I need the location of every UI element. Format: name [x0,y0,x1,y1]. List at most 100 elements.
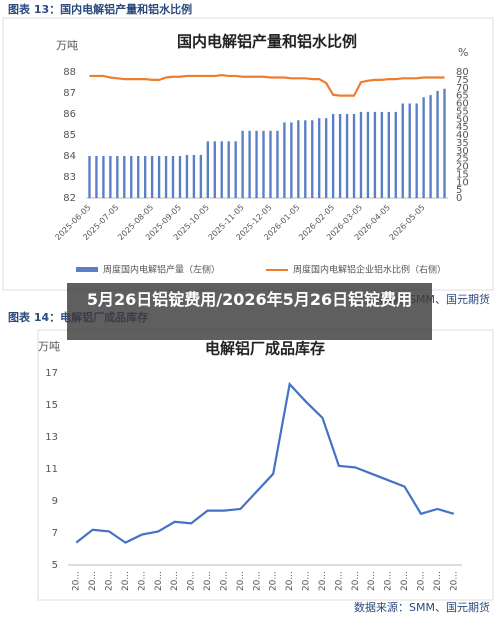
y2-tick-label: 50 [456,114,469,125]
bar [241,130,244,198]
x-tick-label: 20... [121,571,131,591]
y2-tick-label: 75 [456,75,469,86]
legend-label: 周度国内电解铝产量（左侧） [103,264,220,276]
bar [88,156,91,198]
bar [206,141,210,198]
legend-swatch [76,267,98,272]
bar [373,111,377,198]
bar [171,156,175,198]
y2-tick-label: 80 [456,67,469,78]
y-tick-label: 7 [52,528,58,539]
y-tick-label: 86 [63,109,76,120]
y-tick-label: 11 [45,464,58,475]
bar [366,111,370,198]
bar [164,156,168,198]
bar [297,120,300,198]
source: 数据来源：SMM、国元期货 [354,600,490,614]
bar [255,130,258,198]
bar [199,154,203,198]
y2-tick-label: 40 [456,130,469,141]
bar [220,141,223,198]
bar [157,156,161,198]
bar [185,154,189,198]
legend-label: 周度国内电解铝企业铝水比例（右侧） [293,264,446,276]
y2-tick-label: 55 [456,106,469,117]
bar [109,156,112,198]
x-tick-label: 20... [269,571,279,591]
x-tick-label: 2026-05-05 [388,203,427,242]
bar [150,156,154,198]
line [89,74,445,97]
x-tick-label: 20... [302,571,312,591]
y2-tick-label: 70 [456,83,469,94]
y2-axis-label: % [458,46,468,59]
bar [311,120,314,198]
bar [102,156,105,198]
bar [408,103,411,198]
x-tick-label: 20... [203,571,213,591]
bar [143,156,147,198]
y-tick-label: 5 [52,560,58,571]
x-tick-label: 20... [285,571,295,591]
caption: 图表 13：国内电解铝产量和铝水比例 [8,2,192,16]
bar [318,118,321,198]
y2-tick-label: 5 [456,185,462,196]
bar [352,114,356,198]
x-tick-label: 20... [367,571,377,591]
y2-tick-label: 65 [456,91,469,102]
y-tick-label: 82 [63,193,76,204]
bar [394,111,397,198]
y-tick-label: 85 [63,130,76,141]
x-tick-label: 20... [219,571,229,591]
y2-tick-label: 15 [456,169,469,180]
bar [304,120,307,198]
x-tick-label: 20... [252,571,262,591]
x-tick-label: 20... [170,571,180,591]
bar [137,156,140,198]
y2-tick-label: 10 [456,177,469,188]
x-tick-label: 20... [236,571,246,591]
y-axis-label: 万吨 [56,39,78,52]
bar [429,95,432,198]
x-tick-label: 20... [318,571,328,591]
y-tick-label: 84 [63,151,76,162]
y-tick-label: 88 [63,67,76,78]
bar [338,114,342,198]
bar [443,88,446,198]
y-tick-label: 87 [63,88,76,99]
bar [359,111,363,198]
bar [387,111,391,198]
x-tick-label: 20... [433,571,443,591]
x-tick-label: 20... [416,571,426,591]
bar [269,130,272,198]
x-tick-label: 20... [384,571,394,591]
bar [380,111,384,198]
bar [283,122,286,198]
y-axis-label: 万吨 [38,340,60,353]
y-tick-label: 17 [45,368,58,379]
bar [192,154,196,198]
x-tick-label: 20... [154,571,164,591]
bar [234,141,237,198]
x-tick-label: 20... [187,571,197,591]
bar [290,122,293,198]
x-tick-label: 20... [105,571,115,591]
bar [95,156,98,198]
y-tick-label: 83 [63,172,76,183]
bar [178,156,182,198]
x-tick-label: 20... [400,571,410,591]
bar [276,130,279,198]
panel [37,329,494,601]
panel [2,17,494,291]
bar [227,141,230,198]
x-tick-label: 20... [72,571,82,591]
bar [401,103,404,198]
bar [262,130,265,198]
bar [415,103,418,198]
bar [422,97,425,198]
line [75,381,455,544]
bar [324,118,328,198]
x-tick-label: 20... [334,571,344,591]
y-tick-label: 13 [45,432,58,443]
